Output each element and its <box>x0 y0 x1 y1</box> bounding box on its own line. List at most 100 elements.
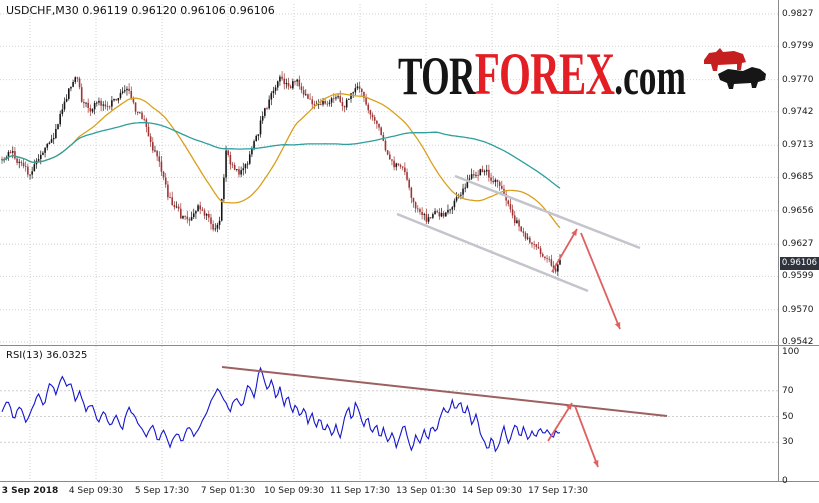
rsi-forecast-arrow-head <box>566 403 572 410</box>
candle-body <box>70 86 72 89</box>
candle-body <box>139 112 141 114</box>
candle-body <box>195 211 197 214</box>
candle-body <box>311 99 314 105</box>
candle-body <box>225 150 227 178</box>
candle-body <box>399 165 402 167</box>
candle-body <box>182 215 184 219</box>
candle-body <box>466 179 469 188</box>
candle-body <box>238 169 240 175</box>
candle-body <box>369 110 372 115</box>
candle-body <box>37 159 40 161</box>
candle-body <box>149 136 152 142</box>
bear-shape <box>718 67 766 89</box>
candle-body <box>360 88 363 92</box>
candle-body <box>511 209 514 216</box>
candle-body <box>175 206 178 208</box>
candle-body <box>205 214 208 216</box>
candle-body <box>468 178 471 180</box>
candle-body <box>251 149 253 155</box>
candle-body <box>391 159 393 161</box>
candle-body <box>423 214 426 215</box>
fast-ma-line <box>1 92 561 229</box>
candle-body <box>496 179 499 182</box>
candle-body <box>31 171 33 175</box>
candle-body <box>158 156 161 162</box>
candle-body <box>85 102 87 104</box>
candle-body <box>322 100 324 105</box>
candle-body <box>365 97 367 105</box>
candle-body <box>220 199 223 221</box>
candle-body <box>554 268 557 272</box>
candle-body <box>111 100 113 107</box>
candle-body <box>203 210 206 216</box>
candle-body <box>544 256 546 259</box>
candle-body <box>87 102 89 108</box>
candle-body <box>307 94 309 99</box>
candle-body <box>371 114 374 118</box>
candle-body <box>233 165 236 170</box>
candle-body <box>78 78 81 88</box>
candle-body <box>541 254 544 257</box>
candle-body <box>102 104 105 106</box>
candle-body <box>408 179 410 188</box>
candle-body <box>550 259 553 266</box>
candle-body <box>289 86 292 89</box>
candle-body <box>279 76 281 82</box>
rsi-forecast-arrow <box>574 405 599 468</box>
candle-body <box>518 220 520 227</box>
candle-body <box>1 159 3 161</box>
candle-body <box>244 164 247 169</box>
candle-body <box>509 204 512 210</box>
candle-body <box>266 108 268 109</box>
candle-body <box>427 217 430 222</box>
candle-body <box>438 212 441 217</box>
candle-body <box>63 101 66 110</box>
logo: TORFOREX.com <box>398 44 819 104</box>
candle-body <box>343 106 346 108</box>
candle-body <box>363 91 365 98</box>
candle-body <box>16 158 18 163</box>
candle-body <box>406 172 408 180</box>
candle-body <box>451 207 454 210</box>
candle-body <box>425 214 428 222</box>
candle-body <box>326 103 329 105</box>
candle-body <box>404 167 406 173</box>
candle-body <box>513 215 516 223</box>
candle-body <box>188 219 191 221</box>
candle-body <box>48 142 51 145</box>
candle-body <box>214 228 217 230</box>
candle-body <box>505 194 507 201</box>
candle-body <box>124 90 126 92</box>
candle-body <box>332 98 335 100</box>
candle-body <box>46 144 49 148</box>
candle-body <box>464 187 466 189</box>
candle-body <box>147 126 150 137</box>
candle-body <box>434 211 436 215</box>
candle-body <box>55 129 57 138</box>
candle-body <box>22 162 25 167</box>
candle-body <box>292 81 294 89</box>
candle-body <box>126 88 128 91</box>
candle-body <box>414 202 417 209</box>
candle-body <box>14 151 16 159</box>
candle-body <box>242 168 245 171</box>
candle-body <box>67 88 70 99</box>
candle-body <box>380 127 382 135</box>
candle-body <box>154 150 156 152</box>
candle-body <box>27 166 29 175</box>
candle-body <box>268 99 270 109</box>
candle-body <box>65 98 68 102</box>
candle-body <box>93 103 96 110</box>
candle-body <box>141 112 143 119</box>
candle-body <box>313 104 316 106</box>
candle-body <box>453 200 456 208</box>
candle-body <box>455 197 458 201</box>
candle-body <box>548 258 551 260</box>
candle-body <box>186 216 189 220</box>
candle-body <box>490 177 492 181</box>
candle-body <box>227 150 230 155</box>
candle-body <box>429 217 432 218</box>
forecast-arrow-head <box>614 322 621 329</box>
